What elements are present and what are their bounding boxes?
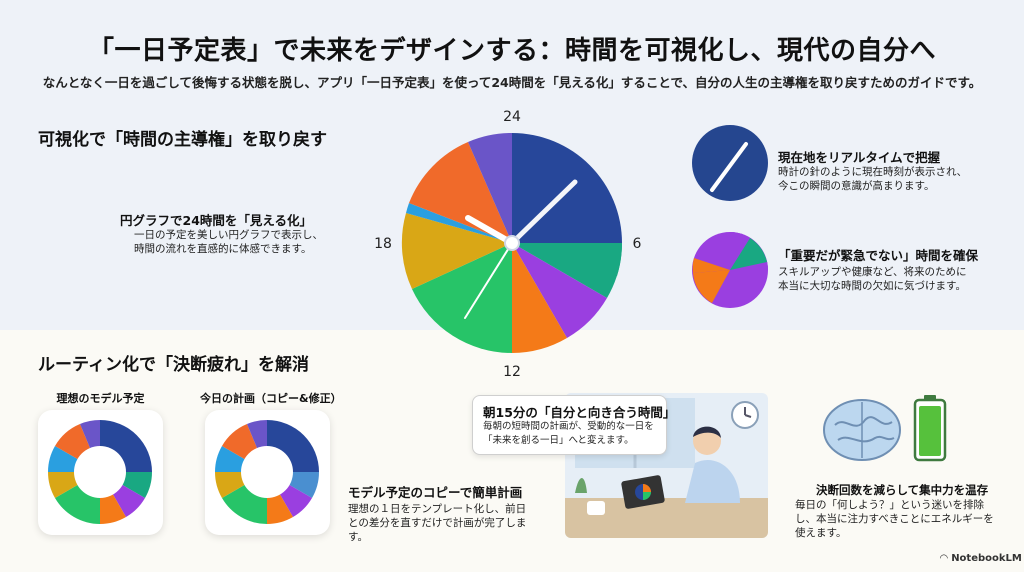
focus-line2: し、本当に注力すべきことにエネルギーを	[795, 513, 994, 525]
card1-title: 理想のモデル予定	[56, 392, 145, 405]
brain-icon	[823, 399, 901, 461]
clock-hands	[464, 179, 578, 319]
clock-label-12: 12	[503, 364, 521, 380]
pie-feature-line2: 時間の流れを直感的に体感できます。	[134, 243, 312, 255]
pie-feature-line1: 一日の予定を美しい円グラフで表示し、	[134, 229, 323, 241]
feature2-title: 「重要だが緊急でない」時間を確保	[778, 248, 979, 263]
morning-line2: 「未来を創る一日」へと変えます。	[483, 435, 634, 446]
plant-icon	[575, 478, 587, 493]
pie-slice-green	[412, 243, 512, 354]
feature1-line2: 今この瞬間の意識が高まります。	[778, 180, 935, 192]
morning-title: 朝15分の「自分と向き合う時間」	[483, 405, 676, 420]
copy-plan-line3: す。	[348, 531, 368, 543]
pie-feature-title: 円グラフで24時間を「見える化」	[120, 213, 313, 228]
pie-slice-indigo	[468, 132, 512, 243]
clock-center-icon	[504, 235, 520, 251]
pie-slice-orange	[512, 243, 567, 353]
realtime-clock-icon	[692, 125, 768, 201]
focus-line1: 毎日の「何しよう？」という迷いを排除	[795, 499, 984, 511]
feature1-line1: 時計の針のように現在時刻が表示され、	[778, 166, 968, 178]
card2-title: 今日の計画（コピー&修正）	[200, 392, 342, 405]
notebooklm-logo-icon: ◠	[940, 553, 948, 564]
pie-slice-mustard	[401, 213, 512, 289]
copy-plan-title: モデル予定のコピーで簡単計画	[348, 485, 523, 500]
clock-label-18: 18	[374, 236, 392, 252]
section2-heading: ルーティン化で「決断疲れ」を解消	[38, 355, 309, 375]
model-plan-donut	[48, 420, 152, 524]
pie-slice-sky	[406, 203, 512, 243]
feature2-line1: スキルアップや健康など、将来のために	[778, 266, 967, 278]
morning-line1: 毎朝の短時間の計画が、受動的な一日を	[483, 421, 654, 432]
focus-title: 決断回数を減らして集中力を温存	[816, 483, 989, 497]
feature1-title: 現在地をリアルタイムで把握	[778, 150, 941, 165]
feature2-line2: 本当に大切な時間の欠如に気づけます。	[778, 280, 966, 292]
section1-heading: 可視化で「時間の主導権」を取り戻す	[38, 130, 327, 150]
logo-text: NotebookLM	[951, 553, 1022, 564]
clock-hand-icon	[509, 179, 578, 246]
pie-slice-purple	[512, 243, 607, 338]
page-title: 「一日予定表」で未来をデザインする：時間を可視化し、現代の自分へ	[87, 36, 936, 66]
focus-icons	[823, 395, 947, 462]
page-subtitle: なんとなく一日を過ごして後悔する状態を脱し、アプリ「一日予定表」を使って24時間…	[42, 75, 982, 90]
coffee-cup-icon	[587, 501, 605, 515]
clock-label-6: 6	[632, 236, 642, 252]
notebooklm-logo: ◠ NotebookLM	[940, 553, 1022, 564]
model-plan-card	[38, 410, 163, 535]
focus-line3: 使えます。	[795, 527, 847, 539]
battery-icon	[913, 395, 947, 462]
copy-plan-line2: との差分を直すだけで計画が完了しま	[348, 517, 527, 529]
important-time-pie-icon	[692, 232, 768, 308]
today-plan-donut	[215, 420, 319, 524]
today-plan-card	[205, 410, 330, 535]
copy-plan-line1: 理想の１日をテンプレート化し、前日	[348, 503, 527, 515]
second-hand-icon	[464, 242, 513, 319]
pie-slice-red-orange	[409, 142, 512, 243]
morning-callout: 朝15分の「自分と向き合う時間」 毎朝の短時間の計画が、受動的な一日を 「未来を…	[472, 395, 675, 455]
clock-label-24: 24	[503, 109, 521, 125]
hour-hand-icon	[465, 215, 515, 246]
